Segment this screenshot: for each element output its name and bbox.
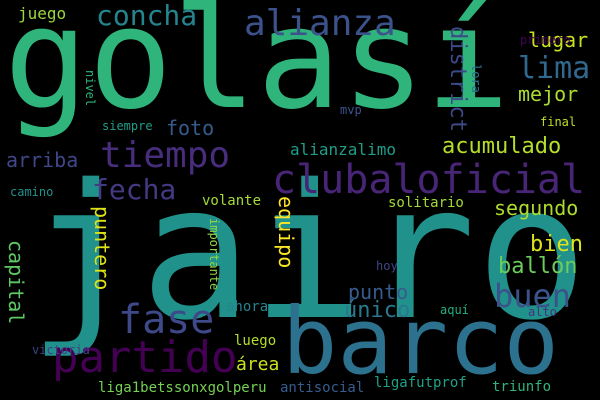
word-antisocial: antisocial xyxy=(280,380,365,396)
word-segundo: segundo xyxy=(494,196,579,220)
word-alto: alto xyxy=(528,305,557,319)
word-fase: fase xyxy=(118,297,215,343)
word-bien: bien xyxy=(530,232,583,257)
word-aqui: aquí xyxy=(440,303,469,317)
word-ballon: ballón xyxy=(498,254,578,279)
word-camino: camino xyxy=(10,185,54,199)
word-partido: partido xyxy=(52,332,238,383)
word-equipo: equipo xyxy=(274,196,298,269)
word-fecha: fecha xyxy=(92,173,177,206)
word-nivel: nivel xyxy=(83,70,97,107)
word-capital: capital xyxy=(4,240,28,325)
word-ligafutprof: ligafutprof xyxy=(374,375,467,391)
word-luego: luego xyxy=(234,333,277,349)
word-foto: foto xyxy=(166,116,215,140)
word-tiempo: tiempo xyxy=(100,135,231,176)
word-area: área xyxy=(236,354,280,375)
word-acumulado: acumulado xyxy=(442,134,562,159)
word-unico: único xyxy=(344,298,411,323)
word-alianza: alianza xyxy=(244,3,396,44)
word-district: district xyxy=(445,26,470,132)
word-volante: volante xyxy=(202,193,262,209)
word-jairo: jairo xyxy=(28,144,588,361)
word-concha: concha xyxy=(96,0,198,32)
word-puntero: puntero xyxy=(90,206,114,291)
word-victoria: victoria xyxy=(32,343,90,357)
word-liga1betssonxgolperu: liga1betssonxgolperu xyxy=(98,380,267,396)
word-primero: primero xyxy=(520,33,571,47)
word-solitario: solitario xyxy=(388,195,464,211)
word-final: final xyxy=(540,115,577,129)
word-golasi: golasí xyxy=(4,0,510,141)
word-mejor: mejor xyxy=(518,82,579,106)
word-siempre: siempre xyxy=(102,119,153,133)
word-alianzalimo: alianzalimo xyxy=(290,140,396,159)
word-arriba: arriba xyxy=(6,148,79,172)
word-clubaloficial: clubaloficial xyxy=(272,157,586,203)
word-juego: juego xyxy=(18,4,67,23)
word-lora: lora xyxy=(469,64,483,93)
word-triunfo: triunfo xyxy=(492,379,552,395)
word-ahora: ahora xyxy=(226,299,269,315)
word-hoy: hoy xyxy=(376,259,398,273)
word-lima: lima xyxy=(518,51,591,86)
word-buen: buen xyxy=(494,277,572,315)
word-mvp: mvp xyxy=(340,103,362,117)
word-punto: punto xyxy=(348,280,409,304)
word-barco: barco xyxy=(282,288,559,395)
word-lugar: lugar xyxy=(528,28,589,52)
word-importante: importante xyxy=(207,218,221,291)
